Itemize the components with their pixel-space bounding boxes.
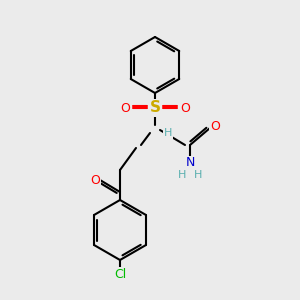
Text: S: S — [149, 100, 161, 116]
Text: O: O — [180, 101, 190, 115]
Text: H: H — [194, 170, 202, 180]
Text: N: N — [185, 157, 195, 169]
Text: H: H — [178, 170, 186, 180]
Text: O: O — [210, 119, 220, 133]
Text: H: H — [164, 128, 172, 138]
Text: O: O — [90, 173, 100, 187]
Text: Cl: Cl — [114, 268, 126, 281]
Text: O: O — [120, 101, 130, 115]
